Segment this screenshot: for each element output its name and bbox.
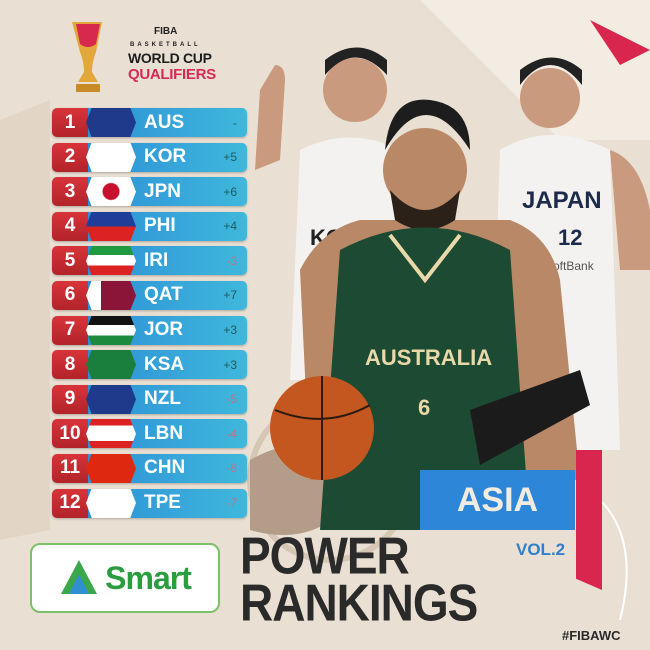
rank-change: -3 [226,253,237,268]
new-zealand-flag-icon [86,384,136,414]
rank-number: 1 [52,108,88,137]
ranking-row: 4 PHI +4 [52,211,247,241]
saudi-arabia-flag-icon [86,350,136,380]
ranking-row: 2 KOR +5 [52,142,247,172]
fiba-text: FIBA [154,26,178,37]
team-code: IRI [144,249,169,271]
ranking-row: 7 JOR +3 [52,315,247,345]
volume-label: VOL.2 [516,540,566,559]
team-code: QAT [144,284,183,306]
smart-logo-icon [61,560,98,594]
south-korea-flag-icon [86,142,136,172]
team-code: CHN [144,457,186,479]
japan-number: 12 [558,225,582,250]
australia-jersey-text: AUSTRALIA [365,345,492,370]
rank-number: 12 [52,488,88,518]
rank-change: -5 [226,392,237,407]
jordan-flag-icon [86,315,136,345]
rank-change: +3 [223,323,237,338]
team-code: KOR [144,146,187,168]
fiba-world-cup-qualifiers-logo: FIBA BASKETBALL WORLD CUP QUALIFIERS [62,14,232,100]
chinese-taipei-flag-icon [86,488,136,518]
rank-number: 9 [52,384,88,414]
australia-flag-icon [86,108,136,137]
ranking-row: 8 KSA +3 [52,350,247,380]
iran-flag-icon [86,246,136,276]
ranking-row: 1 AUS - [52,108,247,137]
title-line-1: POWER [240,526,410,585]
rank-number: 8 [52,350,88,380]
rank-number: 5 [52,246,88,276]
rank-number: 6 [52,280,88,310]
rank-change: +5 [223,150,237,165]
team-code: JOR [144,319,184,341]
page-title: POWER RANKINGS [240,526,478,632]
rank-number: 11 [52,453,88,483]
team-code: TPE [144,492,181,514]
trophy-icon [72,22,102,92]
ranking-row: 12 TPE -7 [52,488,247,518]
ranking-row: 3 JPN +6 [52,177,247,207]
team-code: LBN [144,422,184,444]
ranking-row: 10 LBN -4 [52,419,247,449]
accent-stripe [576,450,602,590]
qualifiers-text: QUALIFIERS [128,66,216,83]
ranking-row: 5 IRI -3 [52,246,247,276]
rank-number: 4 [52,211,88,241]
rank-change: +4 [223,219,237,234]
australia-player: AUSTRALIA 6 [270,99,590,530]
region-label: ASIA [420,470,575,530]
ranking-row: 6 QAT +7 [52,280,247,310]
team-code: KSA [144,353,185,375]
rank-change: +6 [223,184,237,199]
china-flag-icon [86,453,136,483]
rank-change: +3 [223,357,237,372]
basketball-text: BASKETBALL [130,42,201,48]
philippines-flag-icon [86,211,136,241]
rank-change: -7 [226,496,237,511]
rank-number: 3 [52,177,88,207]
team-code: NZL [144,388,181,410]
rank-change: - [233,115,237,130]
australia-number: 6 [418,395,430,420]
hashtag: #FIBAWC [562,628,621,643]
team-code: PHI [144,215,176,237]
ranking-row: 9 NZL -5 [52,384,247,414]
team-code: AUS [144,111,185,133]
rank-change: +7 [223,288,237,303]
world-cup-text: WORLD CUP [128,50,212,66]
qatar-flag-icon [86,280,136,310]
smart-text: Smart [105,559,192,596]
title-line-2: RANKINGS [240,573,478,632]
rank-number: 10 [52,419,88,449]
japan-jersey-text: JAPAN [522,187,602,214]
japan-flag-icon [86,177,136,207]
rank-change: -4 [226,426,237,441]
ranking-row: 11 CHN -8 [52,453,247,483]
rank-change: -8 [226,461,237,476]
lebanon-flag-icon [86,419,136,449]
team-code: JPN [144,180,181,202]
players-photo: KOREA JAPAN 12 SoftBank AUSTRALIA 6 [255,47,650,530]
smart-sponsor-logo: Smart [30,543,220,613]
japan-sponsor: SoftBank [545,259,595,273]
rank-number: 7 [52,315,88,345]
rank-number: 2 [52,142,88,172]
power-rankings-list: 1 AUS - 2 KOR +5 3 JPN +6 4 PHI +4 5 IRI -3 6 QAT +… [52,108,247,523]
